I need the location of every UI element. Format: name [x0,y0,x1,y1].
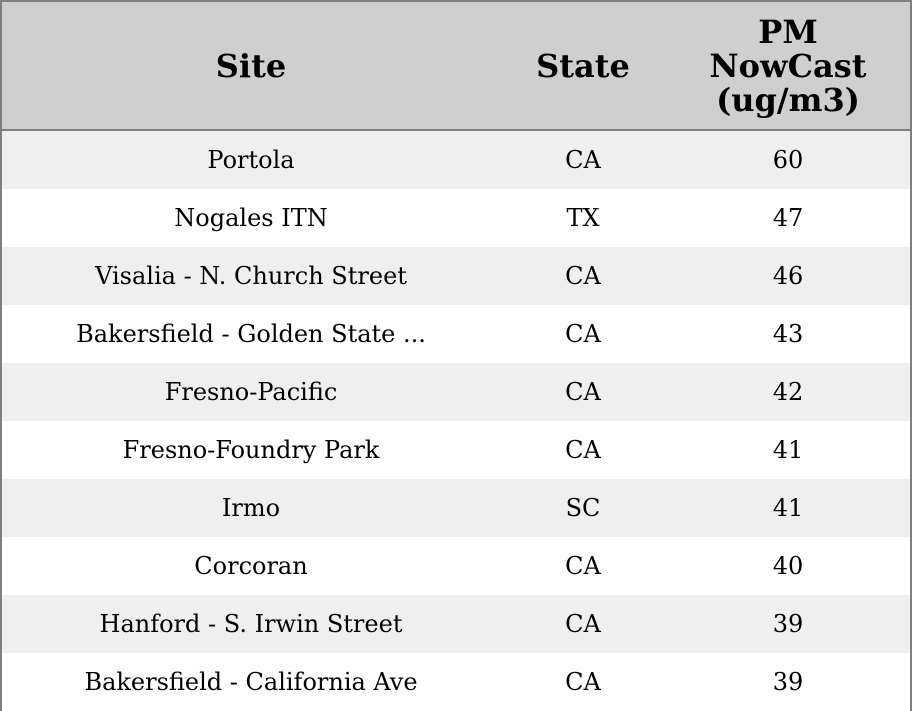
table-row: Fresno-Foundry Park CA 41 [2,421,910,479]
table-row: Corcoran CA 40 [2,537,910,595]
column-header-pm-line3: (ug/m3) [716,80,860,119]
cell-state: CA [565,610,601,638]
cell-pm-nowcast: 43 [772,320,804,348]
column-header-state-label: State [536,46,630,85]
table-row: Bakersfield - Golden State ... CA 43 [2,305,910,363]
cell-site: Fresno-Pacific [164,378,338,406]
cell-pm-nowcast: 60 [772,146,804,174]
cell-pm-nowcast: 47 [772,204,804,232]
cell-state: CA [565,262,601,290]
cell-pm-nowcast: 39 [772,610,804,638]
table-row: Hanford - S. Irwin Street CA 39 [2,595,910,653]
table-row: Portola CA 60 [2,131,910,189]
cell-site: Hanford - S. Irwin Street [99,610,403,638]
cell-state: CA [565,320,601,348]
cell-site: Bakersfield - Golden State ... [76,320,426,348]
table-row: Nogales ITN TX 47 [2,189,910,247]
table-row: Irmo SC 41 [2,479,910,537]
cell-site: Corcoran [194,552,308,580]
column-header-pm-line2: NowCast [709,46,867,85]
cell-state: CA [565,552,601,580]
table-header: Site State PM NowCast (ug/m3) [2,2,910,131]
cell-pm-nowcast: 40 [772,552,804,580]
table-row: Bakersfield - California Ave CA 39 [2,653,910,711]
cell-pm-nowcast: 41 [772,436,804,464]
column-header-pm-line1: PM [758,12,818,51]
cell-pm-nowcast: 46 [772,262,804,290]
column-header-site-label: Site [215,46,287,85]
column-header-pm-nowcast: PM NowCast (ug/m3) [666,2,910,129]
cell-state: TX [566,204,600,232]
column-header-state: State [500,2,666,129]
table-row: Visalia - N. Church Street CA 46 [2,247,910,305]
cell-pm-nowcast: 41 [772,494,804,522]
cell-site: Fresno-Foundry Park [122,436,380,464]
cell-site: Visalia - N. Church Street [95,262,407,290]
cell-state: CA [565,378,601,406]
cell-state: CA [565,146,601,174]
table-row: Fresno-Pacific CA 42 [2,363,910,421]
cell-pm-nowcast: 42 [772,378,804,406]
cell-state: CA [565,436,601,464]
cell-site: Bakersfield - California Ave [84,668,418,696]
cell-site: Portola [207,146,295,174]
cell-site: Irmo [221,494,281,522]
cell-state: CA [565,668,601,696]
column-header-site: Site [2,2,500,129]
cell-state: SC [565,494,601,522]
cell-pm-nowcast: 39 [772,668,804,696]
cell-site: Nogales ITN [174,204,328,232]
